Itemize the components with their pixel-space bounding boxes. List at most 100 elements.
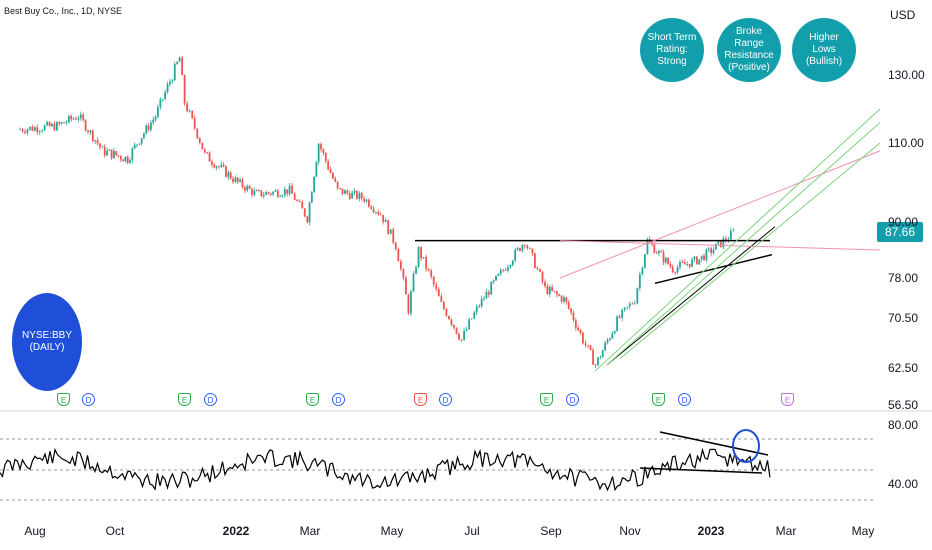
candle-body [623,307,626,310]
symbol-badge: NYSE:BBY (DAILY) [12,293,82,391]
candle-body [480,298,483,307]
dividend-event-icon[interactable]: D [678,393,691,406]
candle-body [693,256,696,260]
candle-body [348,193,351,199]
candle-body [283,189,286,196]
candle-body [108,149,111,151]
candle-body [560,295,563,302]
candle-body [265,192,267,195]
candle-body [662,252,665,263]
candle-body [420,247,422,259]
candle-body [437,289,440,297]
candle-body [707,248,710,250]
candle-body [159,99,162,108]
candle-body [253,190,256,195]
candle-body [218,166,220,168]
earnings-event-icon[interactable]: E [652,393,665,406]
candle-body [468,319,471,330]
candle-body [186,103,189,112]
earnings-event-icon[interactable]: E [781,393,794,406]
candle-body [67,115,70,123]
candle-body [691,259,693,267]
pink-trend-line [559,150,881,279]
candle-body [710,248,713,254]
candle-body [246,186,249,191]
candle-body [574,320,577,328]
candle-body [681,262,684,263]
candle-body [310,192,313,203]
chart-title: Best Buy Co., Inc., 1D, NYSE [4,6,123,16]
candle-body [475,306,478,313]
candle-body [587,345,589,346]
candle-body [63,122,65,124]
candle-body [551,287,554,291]
dividend-event-icon[interactable]: D [439,393,452,406]
candle-body [618,316,621,318]
dividend-event-icon[interactable]: D [332,393,345,406]
candle-body [417,247,420,268]
candle-body [698,259,701,265]
earnings-event-icon[interactable]: E [306,393,319,406]
candle-body [528,247,531,249]
candle-body [644,254,646,268]
candle-body [110,149,113,159]
candle-body [646,239,649,255]
candle-body [700,255,703,260]
candle-body [351,192,354,199]
candle-body [499,270,502,274]
candle-body [519,247,521,251]
candle-body [145,125,148,134]
candle-body [215,166,218,168]
candle-body [272,191,275,195]
candle-body [365,199,368,202]
candle-body [621,309,624,318]
candle-body [334,178,337,182]
candle-body [213,164,216,168]
candle-body [243,187,246,191]
candle-body [683,262,686,265]
candle-body [358,193,361,199]
candle-body [274,190,277,192]
earnings-event-icon[interactable]: E [540,393,553,406]
candle-body [138,143,141,145]
candle-body [724,238,727,241]
candle-body [516,247,519,250]
candle-body [269,193,272,195]
candle-body [58,122,61,124]
candle-body [346,190,349,194]
earnings-event-icon[interactable]: E [178,393,191,406]
earnings-event-icon[interactable]: E [57,393,70,406]
rsi-highlight-circle [732,429,760,463]
candle-body [422,257,425,259]
candle-body [732,230,735,232]
candle-body [48,122,51,127]
candle-body [313,176,316,193]
candle-body [91,130,94,141]
candle-body [719,241,722,248]
candle-body [453,324,455,328]
candle-body [267,192,270,194]
earnings-event-icon[interactable]: E [414,393,427,406]
candle-body [46,122,49,126]
candle-body [188,110,191,112]
candle-body [511,260,514,266]
candle-body [722,238,725,248]
candle-body [487,291,490,295]
candle-body [394,242,397,250]
candle-body [714,243,717,250]
candle-body [717,241,720,244]
candle-body [181,57,183,76]
candle-body [331,173,334,179]
candle-body [236,177,239,182]
candle-body [555,291,558,295]
green-fan-line-2 [619,142,881,360]
dividend-event-icon[interactable]: D [82,393,95,406]
candle-body [336,181,339,189]
candle-body [589,345,592,351]
candle-body [655,252,658,254]
candle-body [509,265,512,268]
dividend-event-icon[interactable]: D [204,393,217,406]
dividend-event-icon[interactable]: D [566,393,579,406]
pink-flat-line [559,240,881,251]
candle-body [157,107,159,117]
